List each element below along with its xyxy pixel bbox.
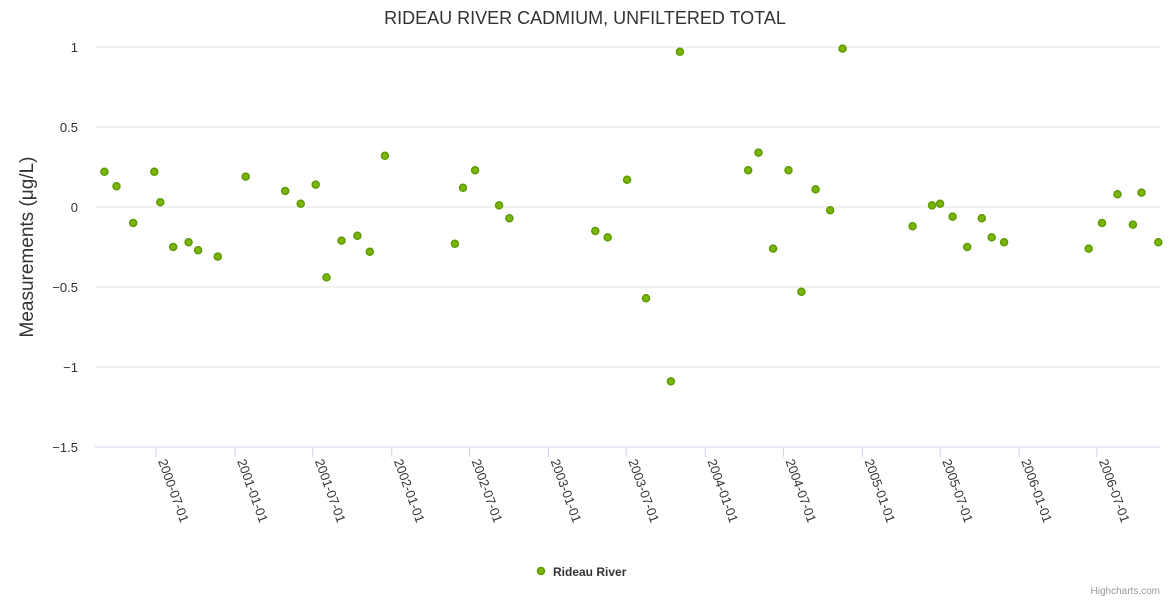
data-point[interactable] (280, 186, 290, 196)
data-point[interactable] (128, 218, 138, 228)
grid-layer (95, 46, 1160, 368)
data-point[interactable] (184, 237, 193, 247)
data-point[interactable] (784, 165, 793, 175)
data-point[interactable] (754, 148, 763, 157)
data-point[interactable] (1084, 244, 1093, 253)
data-point[interactable] (100, 167, 109, 177)
y-tick-label: 0 (71, 200, 78, 215)
legend-item-rideau-river[interactable]: Rideau River (553, 565, 627, 579)
data-point[interactable] (241, 172, 250, 181)
data-point[interactable] (112, 181, 121, 191)
data-point[interactable] (927, 201, 937, 210)
data-point[interactable] (365, 247, 375, 257)
data-point[interactable] (908, 221, 917, 231)
data-point[interactable] (666, 377, 676, 386)
y-axis-title: Measurements (μg/L) (17, 157, 38, 338)
data-point[interactable] (948, 212, 957, 221)
data-point[interactable] (768, 244, 778, 253)
data-point[interactable] (743, 165, 753, 175)
data-point[interactable] (1128, 220, 1138, 229)
data-point[interactable] (450, 239, 460, 249)
data-point[interactable] (622, 175, 632, 185)
chart-title: RIDEAU RIVER CADMIUM, UNFILTERED TOTAL (384, 8, 786, 28)
y-tick-label: 1 (71, 40, 78, 55)
data-point[interactable] (641, 293, 651, 303)
data-point[interactable] (825, 205, 835, 215)
data-point[interactable] (977, 213, 987, 223)
data-point[interactable] (987, 233, 996, 242)
data-point[interactable] (311, 180, 320, 189)
data-point[interactable] (353, 231, 362, 241)
data-point[interactable] (296, 199, 305, 209)
data-point[interactable] (156, 197, 165, 207)
data-point[interactable] (1097, 218, 1107, 228)
data-point[interactable] (1137, 188, 1146, 197)
data-point[interactable] (838, 44, 847, 53)
data-point[interactable] (935, 199, 945, 209)
data-point[interactable] (505, 213, 514, 223)
data-point[interactable] (999, 237, 1009, 247)
data-point[interactable] (797, 287, 806, 297)
data-point[interactable] (494, 201, 504, 210)
data-point[interactable] (1113, 189, 1122, 199)
data-point[interactable] (322, 273, 331, 282)
data-point[interactable] (150, 167, 159, 177)
data-point[interactable] (470, 165, 480, 175)
series-rideau-river (100, 44, 1163, 386)
data-point[interactable] (213, 252, 223, 261)
data-point[interactable] (675, 47, 685, 57)
data-point[interactable] (168, 242, 178, 252)
data-point[interactable] (193, 245, 203, 255)
data-point[interactable] (962, 242, 972, 252)
data-point[interactable] (1154, 237, 1163, 247)
y-tick-label: −1 (63, 360, 78, 375)
data-point[interactable] (380, 151, 390, 161)
data-point[interactable] (603, 233, 612, 242)
y-tick-label: −1.5 (52, 440, 78, 455)
y-tick-label: 0.5 (60, 120, 78, 135)
data-point[interactable] (591, 226, 600, 236)
data-point[interactable] (337, 236, 346, 245)
data-point[interactable] (458, 183, 468, 193)
legend-marker[interactable] (536, 566, 546, 576)
data-point[interactable] (811, 185, 820, 194)
y-axis: 1 0.5 0 −0.5 −1 −1.5 (52, 40, 78, 455)
legend[interactable]: Rideau River (536, 565, 627, 579)
y-tick-label: −0.5 (52, 280, 78, 295)
credits-link[interactable]: Highcharts.com (1091, 586, 1160, 597)
